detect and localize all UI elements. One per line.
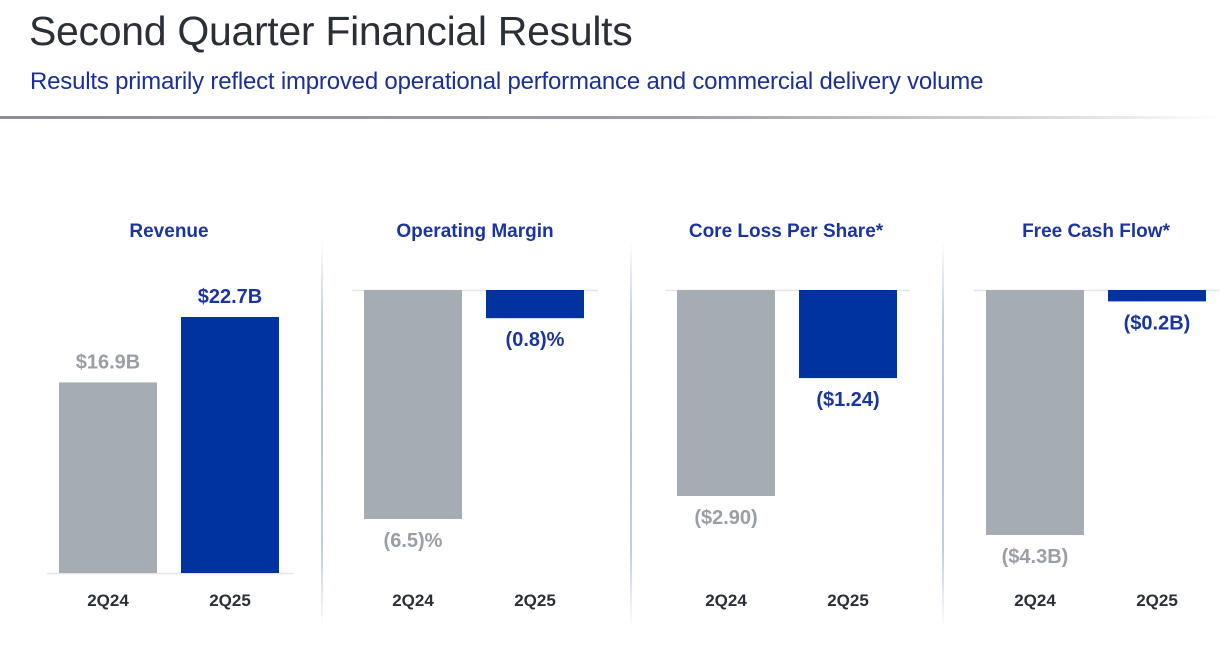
page-title: Second Quarter Financial Results [29,8,633,54]
value-label: ($0.2B) [1124,312,1191,334]
header-separator [0,116,1225,119]
panel-title-free-cash-flow: Free Cash Flow* [1022,221,1170,242]
category-label: 2Q25 [514,591,556,610]
bar-core-loss-per-share-2q25 [799,290,897,379]
category-label: 2Q25 [209,591,251,610]
bar-revenue-2q25 [181,317,279,573]
bar-free-cash-flow-2q24 [986,290,1084,535]
value-label: (6.5)% [384,530,443,552]
category-label: 2Q25 [827,591,869,610]
bar-operating-margin-2q25 [486,290,584,319]
panel-divider [630,240,632,630]
panel-divider [942,240,944,630]
category-label: 2Q24 [705,591,747,610]
bar-core-loss-per-share-2q24 [677,290,775,496]
page-subtitle: Results primarily reflect improved opera… [30,68,984,95]
category-label: 2Q24 [87,591,129,610]
bar-free-cash-flow-2q25 [1108,290,1206,302]
panel-title-revenue: Revenue [129,221,208,242]
panel-title-operating-margin: Operating Margin [396,221,553,242]
panel-divider [321,240,323,630]
value-label: (0.8)% [506,329,565,351]
bar-operating-margin-2q24 [364,290,462,519]
category-label: 2Q24 [392,591,434,610]
bar-revenue-2q24 [59,382,157,573]
category-label: 2Q25 [1136,591,1178,610]
value-label: $16.9B [76,351,141,373]
value-label: ($4.3B) [1002,546,1069,568]
value-label: ($2.90) [694,507,757,529]
value-label: ($1.24) [816,389,879,411]
value-label: $22.7B [198,286,263,308]
category-label: 2Q24 [1014,591,1056,610]
panel-title-core-loss-per-share: Core Loss Per Share* [689,221,884,242]
